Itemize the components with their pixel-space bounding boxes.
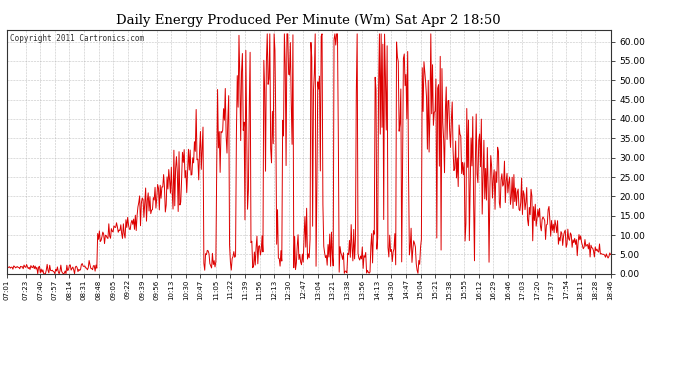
Text: Copyright 2011 Cartronics.com: Copyright 2011 Cartronics.com xyxy=(10,34,144,43)
Title: Daily Energy Produced Per Minute (Wm) Sat Apr 2 18:50: Daily Energy Produced Per Minute (Wm) Sa… xyxy=(117,15,501,27)
